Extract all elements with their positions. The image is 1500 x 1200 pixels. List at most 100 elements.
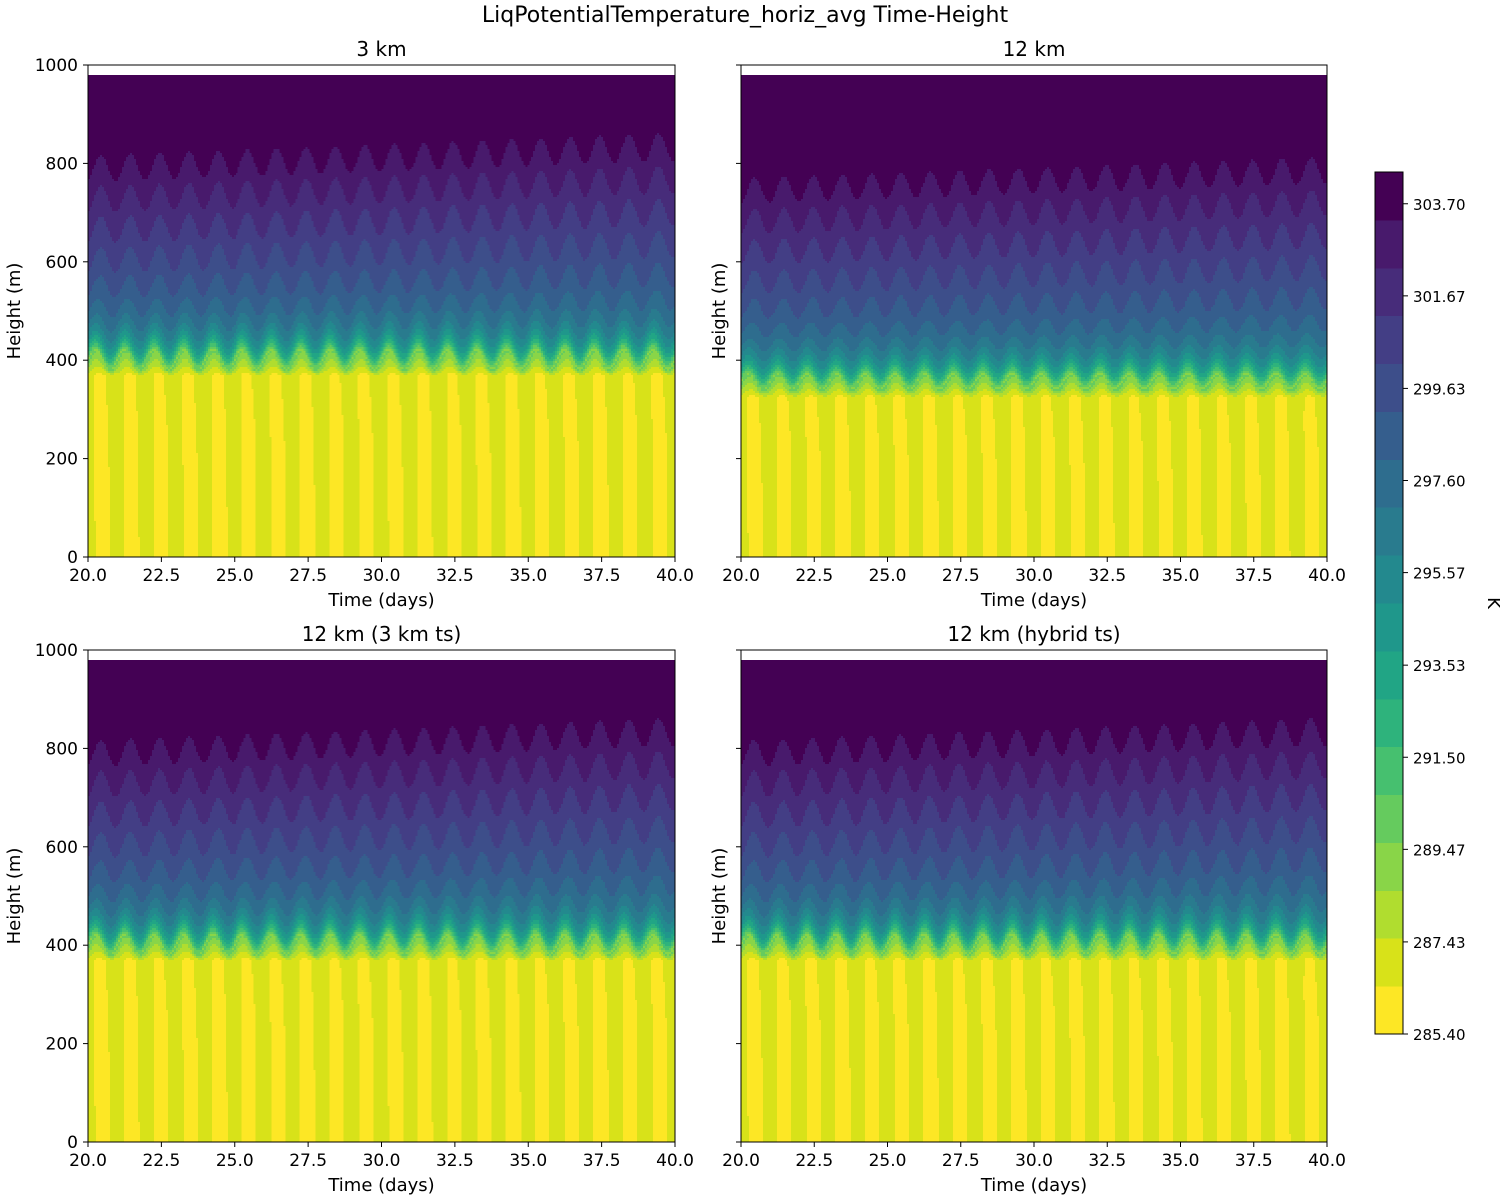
x-tick-label: 37.5 xyxy=(1235,1151,1273,1171)
x-tick-label: 22.5 xyxy=(795,566,833,586)
x-tick-label: 27.5 xyxy=(289,566,327,586)
x-tick-label: 30.0 xyxy=(363,566,401,586)
x-axis-label: Time (days) xyxy=(980,1175,1087,1196)
x-tick-label: 30.0 xyxy=(363,1151,401,1171)
x-tick-label: 35.0 xyxy=(509,566,547,586)
x-tick-label: 25.0 xyxy=(216,566,254,586)
x-axis-label: Time (days) xyxy=(327,1175,434,1196)
colorbar-band xyxy=(1375,650,1403,700)
colorbar-tick-label: 291.50 xyxy=(1413,749,1466,767)
colorbar-band xyxy=(1375,267,1403,317)
y-tick-label: 800 xyxy=(46,739,78,759)
panel-1: 3 km 20.0 22.5 25.0 27.5 30.0 32.5 35.0 37.5 40.0… xyxy=(4,37,694,611)
colorbar-band xyxy=(1375,746,1403,796)
colorbar-band xyxy=(1375,172,1403,221)
x-tick-label: 27.5 xyxy=(289,1151,327,1171)
y-axis-label: Height (m) xyxy=(709,848,730,945)
colorbar: 285.40 287.43 289.47 291.50 293.53 295.57 297.… xyxy=(1374,171,1500,1044)
contour-field xyxy=(741,659,1327,1142)
y-tick-label: 200 xyxy=(46,450,78,470)
y-tick-label: 0 xyxy=(67,1133,78,1153)
colorbar-tick-label: 293.53 xyxy=(1413,657,1466,675)
x-tick-label: 22.5 xyxy=(142,566,180,586)
colorbar-band xyxy=(1375,890,1403,939)
x-tick-label: 37.5 xyxy=(583,1151,621,1171)
x-tick-label: 40.0 xyxy=(1308,1151,1346,1171)
colorbar-band xyxy=(1375,555,1403,604)
contour-field xyxy=(88,74,675,557)
panel-4: 12 km (hybrid ts) 20.0 22.5 25.0 27.5 30.0 32.… xyxy=(709,622,1346,1196)
x-tick-label: 40.0 xyxy=(656,566,694,586)
x-tick-label: 20.0 xyxy=(69,566,107,586)
colorbar-tick-label: 299.63 xyxy=(1413,380,1466,398)
colorbar-tick-label: 297.60 xyxy=(1413,473,1466,491)
colorbar-band xyxy=(1375,363,1403,412)
colorbar-tick-label: 289.47 xyxy=(1413,841,1466,859)
y-tick-label: 200 xyxy=(46,1035,78,1055)
x-tick-label: 32.5 xyxy=(1088,566,1126,586)
y-tick-label: 1000 xyxy=(35,56,78,76)
x-tick-label: 35.0 xyxy=(1162,1151,1200,1171)
y-axis-label: Height (m) xyxy=(4,848,25,945)
x-tick-label: 20.0 xyxy=(722,1151,760,1171)
colorbar-tick-label: 287.43 xyxy=(1413,934,1466,952)
colorbar-band xyxy=(1375,794,1403,843)
x-axis-label: Time (days) xyxy=(980,590,1087,611)
colorbar-tick-label: 303.70 xyxy=(1413,196,1466,214)
x-tick-label: 40.0 xyxy=(656,1151,694,1171)
y-tick-label: 400 xyxy=(46,351,78,371)
x-tick-label: 40.0 xyxy=(1308,566,1346,586)
panel-title: 12 km xyxy=(1003,37,1066,61)
contour-field xyxy=(88,659,675,1142)
x-tick-label: 37.5 xyxy=(1235,566,1273,586)
x-tick-label: 27.5 xyxy=(942,566,980,586)
colorbar-frame xyxy=(1374,171,1404,1035)
x-tick-label: 22.5 xyxy=(795,1151,833,1171)
x-tick-label: 35.0 xyxy=(1162,566,1200,586)
colorbar-band xyxy=(1375,507,1403,556)
colorbar-tick-label: 295.57 xyxy=(1413,565,1466,583)
colorbar-tick-label: 301.67 xyxy=(1413,288,1466,306)
x-tick-label: 22.5 xyxy=(142,1151,180,1171)
x-tick-label: 20.0 xyxy=(69,1151,107,1171)
x-tick-label: 30.0 xyxy=(1015,566,1053,586)
panel-title: 3 km xyxy=(356,37,406,61)
y-tick-label: 600 xyxy=(46,838,78,858)
colorbar-band xyxy=(1375,459,1403,508)
colorbar-band xyxy=(1375,938,1403,987)
x-tick-label: 37.5 xyxy=(583,566,621,586)
y-tick-label: 800 xyxy=(46,154,78,174)
panel-2: 12 km 20.0 22.5 25.0 27.5 30.0 32.5 35.0 37.5 40.… xyxy=(709,37,1346,611)
y-axis-label: Height (m) xyxy=(4,263,25,360)
colorbar-band xyxy=(1375,698,1403,748)
x-tick-label: 32.5 xyxy=(1088,1151,1126,1171)
colorbar-band xyxy=(1375,315,1403,365)
figure-title: LiqPotentialTemperature_horiz_avg Time-H… xyxy=(482,3,1009,28)
x-tick-label: 25.0 xyxy=(869,566,907,586)
x-tick-label: 25.0 xyxy=(216,1151,254,1171)
panels: 3 km 20.0 22.5 25.0 27.5 30.0 32.5 35.0 37.5 40.0… xyxy=(4,37,1346,1196)
x-tick-label: 20.0 xyxy=(722,566,760,586)
x-tick-label: 30.0 xyxy=(1015,1151,1053,1171)
y-tick-label: 400 xyxy=(46,936,78,956)
colorbar-tick-label: 285.40 xyxy=(1413,1026,1466,1044)
panel-3: 12 km (3 km ts) 20.0 22.5 25.0 27.5 30.0 32.5 3… xyxy=(4,622,694,1196)
colorbar-label: K xyxy=(1483,597,1500,610)
x-tick-label: 32.5 xyxy=(436,566,474,586)
panel-title: 12 km (3 km ts) xyxy=(302,622,462,646)
colorbar-band xyxy=(1375,842,1403,891)
y-tick-label: 600 xyxy=(46,253,78,273)
contour-field xyxy=(741,74,1327,557)
colorbar-band xyxy=(1375,219,1403,269)
x-tick-label: 25.0 xyxy=(869,1151,907,1171)
x-axis-label: Time (days) xyxy=(327,590,434,611)
x-tick-label: 35.0 xyxy=(509,1151,547,1171)
x-tick-label: 32.5 xyxy=(436,1151,474,1171)
y-axis-label: Height (m) xyxy=(709,263,730,360)
y-tick-label: 1000 xyxy=(35,641,78,661)
x-tick-label: 27.5 xyxy=(942,1151,980,1171)
colorbar-band xyxy=(1375,603,1403,652)
y-tick-label: 0 xyxy=(67,548,78,568)
colorbar-band xyxy=(1375,986,1403,1035)
